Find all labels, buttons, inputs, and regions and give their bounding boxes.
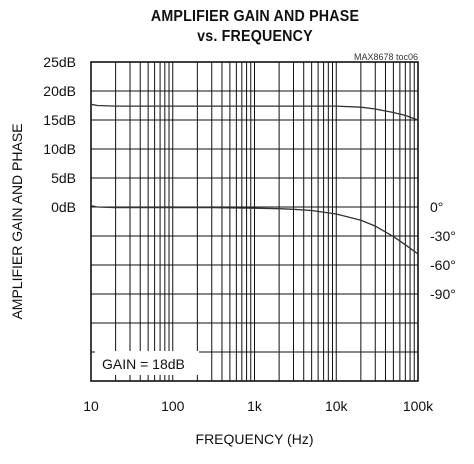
- series-line-2: [90, 205, 419, 255]
- tick-labels: 10 100 1k 10k 100k 25dB 20dB 15dB 10dB 5dB 0dB 0° -3…: [43, 54, 456, 414]
- series-line-1: [90, 103, 419, 121]
- x-tick-label: 100: [161, 398, 185, 414]
- plot-frame: [90, 61, 419, 382]
- gain-annotation: GAIN = 18dB: [102, 356, 185, 372]
- chart-title-line1: AMPLIFIER GAIN AND PHASE: [150, 8, 360, 25]
- y-tick-label-left: 10dB: [43, 141, 76, 157]
- x-tick-label: 100k: [403, 398, 434, 414]
- y-tick-label-right: -60°: [430, 257, 456, 273]
- y-tick-label-left: 25dB: [43, 54, 76, 70]
- chart-title-line2: vs. FREQUENCY: [197, 28, 313, 45]
- y-tick-label-left: 0dB: [51, 199, 76, 215]
- x-tick-label: 1k: [247, 398, 263, 414]
- x-axis-label: FREQUENCY (Hz): [196, 431, 314, 447]
- annotation-box: [95, 351, 199, 375]
- y-tick-label-left: 20dB: [43, 83, 76, 99]
- x-tick-label: 10k: [325, 398, 349, 414]
- x-tick-label: 10: [83, 398, 99, 414]
- plot-border: [90, 61, 419, 382]
- y-tick-label-right: -30°: [430, 228, 456, 244]
- y-axis-label: AMPLIFIER GAIN AND PHASE: [9, 123, 25, 319]
- y-tick-label-left: 5dB: [51, 170, 76, 186]
- series-lines: [90, 103, 419, 255]
- y-tick-label-right: -90°: [430, 286, 456, 302]
- grid-lines: [91, 62, 418, 381]
- annotation: GAIN = 18dB: [95, 351, 199, 375]
- chart-id-label: MAX8678 toc06: [353, 52, 418, 62]
- y-tick-label-right: 0°: [430, 199, 443, 215]
- y-tick-label-left: 15dB: [43, 112, 76, 128]
